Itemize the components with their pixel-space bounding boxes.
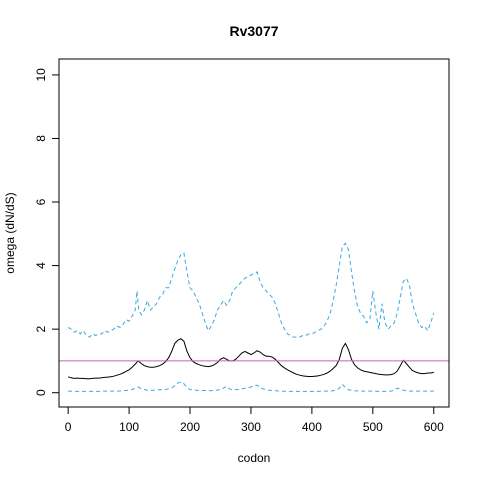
y-tick-label: 10 <box>34 68 48 82</box>
x-tick-label: 100 <box>119 420 139 434</box>
y-axis: 0 2 4 6 8 10 <box>34 68 60 396</box>
y-tick-label: 0 <box>34 389 48 396</box>
y-tick-label: 8 <box>34 135 48 142</box>
series-line-3 <box>68 381 434 392</box>
x-axis: 0 100 200 300 400 500 600 <box>65 406 444 434</box>
chart-title: Rv3077 <box>229 23 278 39</box>
x-tick-label: 0 <box>65 420 72 434</box>
x-tick-label: 500 <box>363 420 383 434</box>
x-axis-label: codon <box>238 451 271 465</box>
x-tick-label: 400 <box>302 420 322 434</box>
x-tick-label: 300 <box>241 420 261 434</box>
y-tick-label: 4 <box>34 262 48 269</box>
y-tick-label: 2 <box>34 325 48 332</box>
y-axis-label: omega (dN/dS) <box>3 192 17 273</box>
x-tick-label: 200 <box>180 420 200 434</box>
x-tick-label: 600 <box>424 420 444 434</box>
plot-frame <box>58 58 450 408</box>
series-line-1 <box>67 242 435 338</box>
y-tick-label: 6 <box>34 198 48 205</box>
series-layer <box>67 242 435 392</box>
series-line-2 <box>67 338 434 380</box>
